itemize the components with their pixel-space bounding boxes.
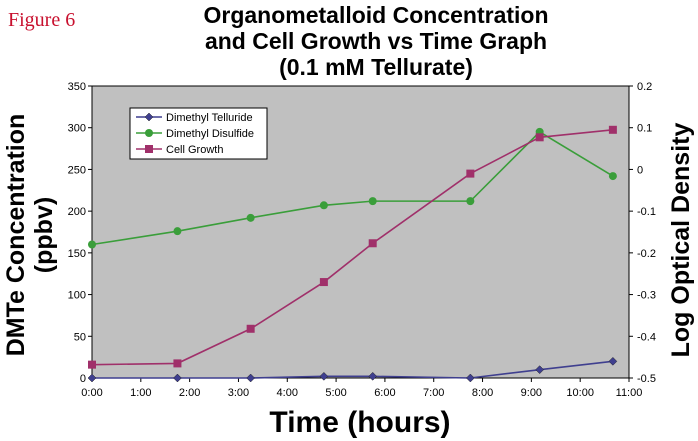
- data-point-dimethyl-disulfide: [608, 172, 617, 181]
- y-tick-label: 350: [68, 81, 86, 93]
- data-point-dimethyl-telluride: [368, 371, 378, 381]
- data-point-dimethyl-disulfide: [368, 197, 377, 206]
- figure-label: Figure 6: [8, 9, 75, 31]
- y-tick-label: 50: [74, 331, 86, 343]
- x-tick-label: 1:00: [130, 387, 151, 399]
- y-axis-title-line-2: (ppbv): [30, 197, 58, 273]
- data-point-dimethyl-telluride: [608, 356, 618, 366]
- x-tick-label: 10:00: [566, 387, 594, 399]
- x-tick-label: 2:00: [179, 387, 200, 399]
- y-tick-label: 200: [68, 206, 86, 218]
- x-axis: 0:00 1:00 2:00 3:00 4:00 5:00 6:00 7:00 8:00 9:00…: [81, 378, 642, 399]
- y2-tick-label: -0.3: [637, 290, 656, 302]
- y-tick-label: 150: [68, 248, 86, 260]
- data-point-dimethyl-telluride: [173, 373, 182, 383]
- x-tick-label: 5:00: [325, 387, 346, 399]
- y2-tick-label: -0.5: [637, 373, 656, 385]
- data-point-cell-growth: [246, 324, 255, 333]
- y2-tick-label: 0: [637, 164, 643, 176]
- x-tick-label: 8:00: [472, 387, 493, 399]
- y2-tick-label: -0.1: [637, 206, 656, 218]
- data-point-dimethyl-disulfide: [88, 240, 96, 249]
- data-point-cell-growth: [466, 169, 475, 178]
- data-point-cell-growth: [88, 360, 96, 369]
- legend-marker-cell-growth: [145, 145, 153, 153]
- data-point-dimethyl-telluride: [535, 365, 545, 375]
- legend-marker-dimethyl-disulfide: [145, 129, 153, 137]
- legend: Dimethyl Telluride Dimethyl Disulfide Cell…: [129, 107, 268, 160]
- chart-title-line-2: and Cell Growth vs Time Graph: [205, 28, 547, 54]
- y-tick-label: 100: [68, 290, 86, 302]
- data-point-dimethyl-disulfide: [466, 197, 475, 206]
- y2-axis-title: Log Optical Density: [667, 123, 695, 358]
- chart-title-line-1: Organometalloid Concentration: [203, 2, 548, 28]
- y-axis-title-line-1: DMTe Concentration: [2, 114, 30, 357]
- chart-title-line-3: (0.1 mM Tellurate): [279, 54, 473, 80]
- data-point-cell-growth: [319, 278, 328, 287]
- data-point-cell-growth: [368, 239, 377, 248]
- series-layer: [87, 125, 618, 383]
- x-tick-label: 0:00: [81, 387, 102, 399]
- x-tick-label: 4:00: [277, 387, 298, 399]
- x-axis-title: Time (hours): [269, 406, 450, 439]
- series-line-cell-growth: [91, 129, 613, 366]
- data-point-dimethyl-disulfide: [173, 227, 182, 236]
- legend-label-dimethyl-disulfide: Dimethyl Disulfide: [166, 128, 254, 140]
- data-point-dimethyl-telluride: [319, 371, 329, 381]
- y2-tick-label: -0.4: [637, 331, 656, 343]
- data-point-dimethyl-telluride: [465, 373, 475, 383]
- series-line-dimethyl-telluride: [92, 360, 613, 379]
- legend-label-cell-growth: Cell Growth: [166, 144, 223, 156]
- x-tick-label: 11:00: [616, 387, 643, 399]
- y-tick-label: 0: [80, 373, 86, 385]
- data-point-cell-growth: [535, 133, 544, 142]
- data-point-dimethyl-telluride: [87, 373, 97, 383]
- legend-marker-dimethyl-telluride: [144, 112, 154, 122]
- x-tick-label: 7:00: [423, 387, 444, 399]
- right-axis: -0.5 -0.4 -0.3 -0.2 -0.1 0 0.1 0.2: [629, 81, 656, 385]
- data-point-dimethyl-disulfide: [246, 213, 255, 222]
- y-tick-label: 250: [68, 164, 86, 176]
- x-tick-label: 3:00: [228, 387, 249, 399]
- left-axis: 0 50 100 150 200 250 300 350: [68, 81, 92, 385]
- y-tick-label: 300: [68, 123, 86, 135]
- x-tick-label: 9:00: [521, 387, 542, 399]
- data-point-cell-growth: [608, 125, 617, 134]
- y2-tick-label: 0.1: [637, 123, 652, 135]
- data-point-cell-growth: [173, 359, 182, 368]
- x-tick-label: 6:00: [374, 387, 395, 399]
- legend-label-dimethyl-telluride: Dimethyl Telluride: [166, 112, 253, 124]
- y2-tick-label: 0.2: [637, 81, 652, 93]
- data-point-dimethyl-telluride: [246, 373, 256, 383]
- y2-tick-label: -0.2: [637, 248, 656, 260]
- data-point-dimethyl-disulfide: [319, 201, 328, 210]
